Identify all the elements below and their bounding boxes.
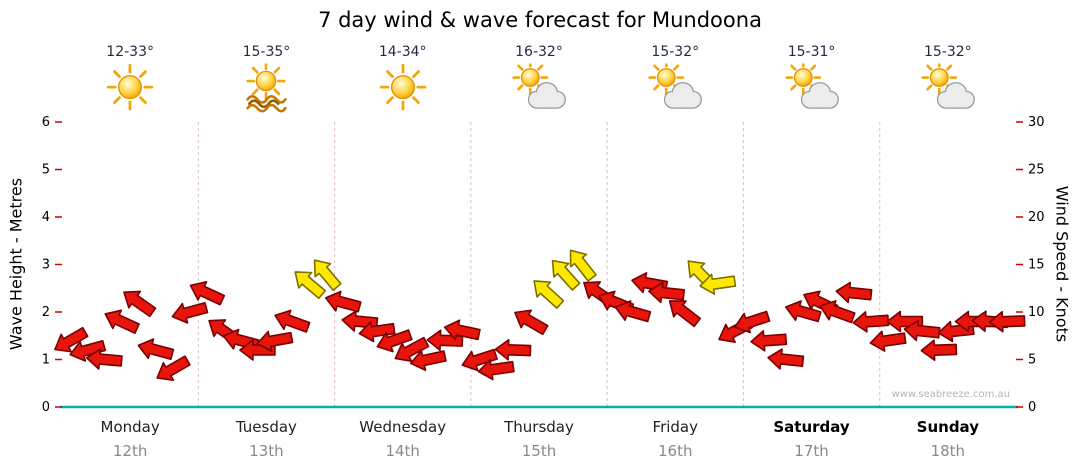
wind-arrow [477,358,515,381]
day-name: Friday [652,418,698,436]
temp-label: 14-34° [378,44,427,60]
watermark: www.seabreeze.com.au [891,389,1010,400]
svg-text:0: 0 [42,400,50,415]
wind-arrow [256,330,294,353]
day-date: 16th [658,442,693,460]
wind-arrow [274,309,311,333]
wind-arrow [733,310,771,334]
wind-arrow [903,319,941,342]
wind-arrow [767,348,805,370]
temperature-row: 12-33° 15-35° 14-34° 16-32° 15-32° 15-31… [62,44,1016,60]
page-title: 7 day wind & wave forecast for Mundoona [318,8,762,32]
temp-label: 15-32° [923,44,972,60]
temp-label: 15-31° [787,44,836,60]
wind-arrow [819,300,856,324]
svg-text:4: 4 [42,210,50,225]
wind-arrow [358,320,396,343]
svg-text:5: 5 [1028,353,1036,368]
day-date: 12th [112,442,148,460]
wind-arrow [514,309,549,336]
wind-arrow [69,339,107,362]
day-name: Tuesday [235,418,297,436]
wind-arrow [156,355,191,381]
wind-arrow [551,259,581,291]
day-date: 17th [794,442,829,460]
temp-label: 16-32° [515,44,563,60]
wind-arrow [648,281,686,304]
wind-arrow [54,326,89,353]
day-date: 18th [930,442,966,460]
wind-arrow [189,281,226,306]
wind-arrow [394,336,430,362]
wind-arrow [409,349,447,372]
svg-text:20: 20 [1028,210,1045,225]
wind-arrow [569,249,597,282]
wind-arrow [313,259,342,292]
svg-text:15: 15 [1028,258,1045,273]
wind-arrow [461,348,498,372]
day-date: 15th [521,442,557,460]
wind-arrow [988,310,1026,333]
wind-arrow [668,300,702,328]
wind-arrow [835,281,873,304]
svg-text:3: 3 [42,258,50,273]
day-date: 14th [385,442,420,460]
day-name-row: Monday Tuesday Wednesday Thursday Friday… [62,418,1016,436]
wind-arrow [614,300,652,323]
wind-arrow [920,339,958,361]
wind-arrow [494,339,532,361]
day-date: 13th [249,442,284,460]
wind-arrow [104,309,140,335]
svg-text:1: 1 [42,353,50,368]
svg-text:10: 10 [1028,305,1045,320]
wind-arrow [869,330,907,352]
day-name: Thursday [504,418,574,436]
wind-arrow [294,271,327,300]
wind-arrow [123,290,157,318]
wind-arrow [324,290,362,313]
day-name: Saturday [773,418,850,436]
wind-arrow [137,338,175,361]
svg-text:2: 2 [42,305,50,320]
wind-arrow [699,273,737,295]
wind-arrow [533,280,565,309]
day-date-row: 12th 13th 14th 15th 16th 17th 18th [62,442,1016,460]
temp-label: 12-33° [106,44,154,60]
wind-arrow [443,319,481,341]
wind-arrow [750,330,788,352]
day-name: Wednesday [359,418,447,436]
temp-label: 15-32° [651,44,700,60]
svg-text:6: 6 [42,115,50,130]
wind-arrow [171,301,209,324]
wind-arrow [376,329,413,353]
wind-arrow [784,300,822,323]
svg-text:25: 25 [1028,163,1045,178]
wind-arrow [85,348,123,370]
day-name: Sunday [916,418,979,436]
svg-text:30: 30 [1028,115,1045,130]
day-name: Monday [100,418,160,436]
svg-text:0: 0 [1028,400,1036,415]
temp-label: 15-35° [242,44,291,60]
wind-arrow [852,311,890,333]
svg-text:5: 5 [42,163,50,178]
